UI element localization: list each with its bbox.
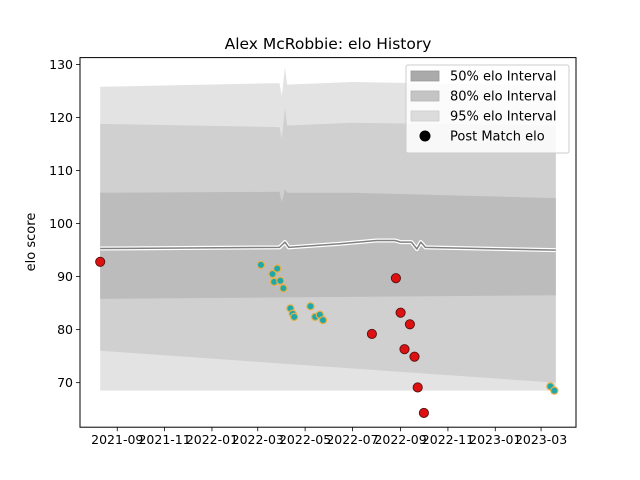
x-tick-label: 2022-03: [232, 432, 284, 447]
y-axis: 70 80 90 100 110 120 130: [49, 57, 80, 390]
data-point-loss: [418, 407, 429, 418]
legend-swatch-80pct-elo-interval: [410, 90, 440, 102]
post-match-points: [95, 256, 559, 418]
data-point-win: [276, 276, 285, 285]
x-tick-label: 2022-07: [326, 432, 378, 447]
x-tick-label: 2021-11: [138, 432, 190, 447]
data-point-loss: [390, 273, 401, 284]
data-point-loss: [409, 351, 420, 362]
y-axis-label: elo score: [24, 213, 39, 272]
x-tick-label: 2022-11: [422, 432, 474, 447]
data-point-loss: [95, 256, 106, 267]
data-point-loss: [399, 344, 410, 355]
x-tick-label: 2023-03: [515, 432, 567, 447]
y-tick-label: 130: [49, 57, 73, 72]
legend-swatch-50pct-elo-interval: [410, 70, 440, 82]
data-point-loss: [412, 382, 423, 393]
y-tick-label: 100: [49, 216, 73, 231]
elo-line-mean: [100, 239, 556, 251]
x-tick-label: 2021-09: [91, 432, 143, 447]
x-tick-label: 2022-09: [374, 432, 426, 447]
plot-frame: [79, 57, 577, 428]
data-point-loss: [366, 328, 377, 339]
data-point-win: [306, 302, 315, 311]
data-point-win: [279, 284, 288, 293]
x-tick-label: 2022-05: [279, 432, 331, 447]
chart-title: Alex McRobbie: elo History: [225, 35, 432, 53]
legend-marker-post-match-elo: [419, 130, 431, 142]
legend-label-95pct-elo-interval: 95% elo Interval: [450, 110, 557, 125]
data-point-loss: [395, 307, 406, 318]
y-tick-label: 120: [49, 110, 73, 125]
data-point-loss: [404, 319, 415, 330]
legend-label-post-match-elo: Post Match elo: [450, 130, 545, 145]
legend-box: [405, 64, 570, 154]
x-tick-label: 2022-01: [186, 432, 238, 447]
x-axis: 2021-092021-112022-012022-032022-052022-…: [91, 427, 567, 447]
legend-label-50pct-elo-interval: 50% elo Interval: [450, 70, 557, 85]
legend-label-80pct-elo-interval: 80% elo Interval: [450, 90, 557, 105]
data-point-win: [273, 264, 282, 273]
x-tick-label: 2023-01: [469, 432, 521, 447]
legend-swatch-95pct-elo-interval: [410, 110, 440, 122]
data-point-win: [290, 312, 299, 322]
data-point-win: [318, 315, 328, 325]
y-tick-label: 80: [57, 322, 73, 337]
data-point-win: [550, 386, 559, 395]
data-point-win: [256, 260, 266, 270]
legend: 50% elo Interval 80% elo Interval 95% elo …: [405, 64, 570, 154]
y-tick-label: 70: [57, 375, 73, 390]
y-tick-label: 90: [57, 269, 73, 284]
elo-line: [100, 238, 556, 253]
data-point-win: [268, 269, 277, 279]
y-tick-label: 110: [49, 163, 73, 178]
